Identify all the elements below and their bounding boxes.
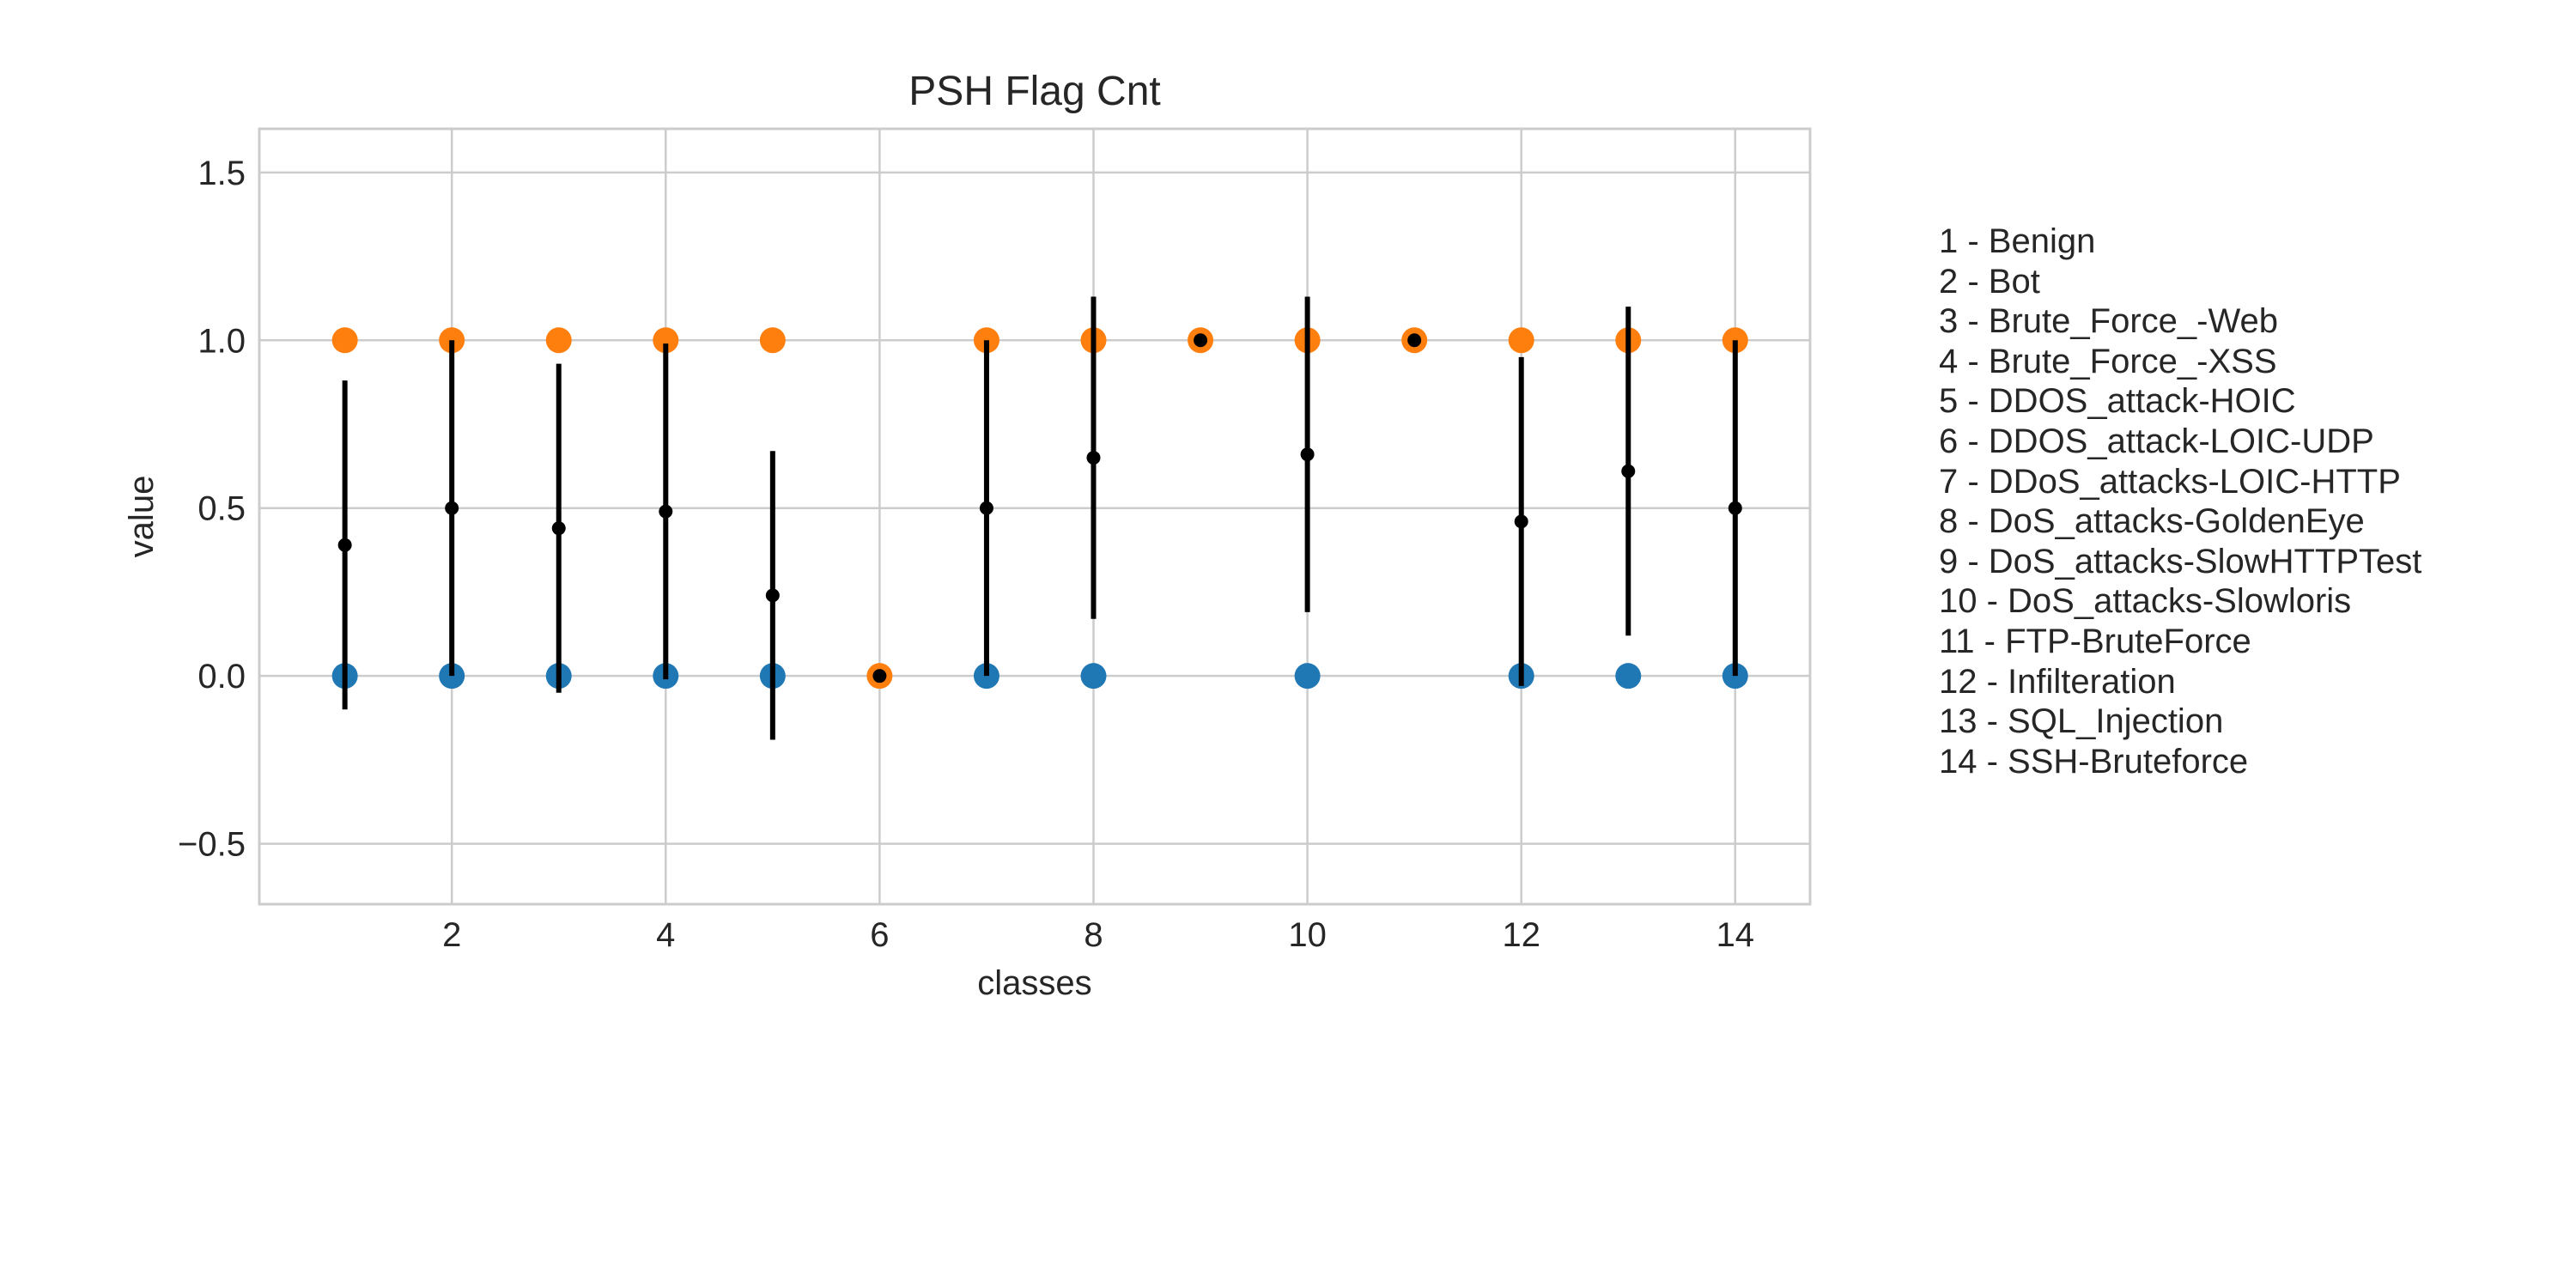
- max-point: [545, 327, 572, 354]
- legend-item: 6 - DDOS_attack-LOIC-UDP: [1939, 422, 2374, 460]
- x-tick-label: 6: [870, 916, 889, 954]
- legend-item: 7 - DDoS_attacks-LOIC-HTTP: [1939, 462, 2401, 501]
- y-tick-label: −0.5: [178, 826, 246, 864]
- y-axis-label: value: [123, 476, 161, 558]
- legend-item: 8 - DoS_attacks-GoldenEye: [1939, 502, 2365, 541]
- mean-point: [1407, 333, 1422, 348]
- x-tick-label: 2: [442, 916, 461, 954]
- legend-item: 9 - DoS_attacks-SlowHTTPTest: [1939, 542, 2422, 580]
- x-tick-label: 10: [1288, 916, 1327, 954]
- min-point: [1294, 663, 1321, 690]
- mean-point: [551, 521, 566, 536]
- x-axis-label: classes: [977, 964, 1091, 1002]
- legend-item: 13 - SQL_Injection: [1939, 702, 2224, 741]
- chart-title: PSH Flag Cnt: [908, 69, 1160, 114]
- max-point: [1508, 327, 1534, 354]
- x-tick-label: 12: [1502, 916, 1540, 954]
- legend-item: 4 - Brute_Force_-XSS: [1939, 342, 2277, 380]
- legend-item: 5 - DDOS_attack-HOIC: [1939, 382, 2296, 421]
- x-tick-label: 4: [656, 916, 675, 954]
- mean-point: [765, 588, 780, 603]
- mean-point: [872, 669, 887, 683]
- x-tick-label: 8: [1084, 916, 1103, 954]
- mean-point: [445, 501, 459, 515]
- y-tick-label: 1.5: [197, 155, 246, 192]
- legend: 1 - Benign 2 - Bot 3 - Brute_Force_-Web 4 -…: [1939, 222, 2421, 781]
- mean-point: [979, 501, 993, 515]
- mean-point: [1514, 514, 1528, 529]
- min-point: [1615, 663, 1642, 690]
- legend-item: 2 - Bot: [1939, 262, 2040, 301]
- mean-point: [1728, 501, 1742, 515]
- mean-point: [337, 538, 352, 552]
- mean-point: [1300, 447, 1315, 462]
- max-point: [331, 327, 358, 354]
- plot-frame: [258, 127, 1812, 906]
- y-tick-label: 1.0: [197, 322, 246, 360]
- plot-area: [259, 129, 1810, 904]
- mean-point: [1621, 464, 1636, 478]
- legend-item: 10 - DoS_attacks-Slowloris: [1939, 582, 2352, 621]
- legend-item: 12 - Infilteration: [1939, 662, 2176, 701]
- mean-point: [1194, 333, 1208, 348]
- legend-item: 1 - Benign: [1939, 222, 2096, 260]
- legend-item: 14 - SSH-Bruteforce: [1939, 742, 2249, 781]
- y-tick-label: 0.0: [197, 658, 246, 696]
- max-point: [653, 327, 679, 354]
- min-point: [1080, 663, 1107, 690]
- x-tick-label: 14: [1716, 916, 1755, 954]
- mean-point: [1086, 451, 1101, 465]
- legend-item: 3 - Brute_Force_-Web: [1939, 302, 2278, 341]
- mean-point: [659, 504, 673, 519]
- legend-item: 11 - FTP-BruteForce: [1939, 622, 2251, 660]
- max-point: [759, 327, 786, 354]
- y-tick-label: 0.5: [197, 490, 246, 528]
